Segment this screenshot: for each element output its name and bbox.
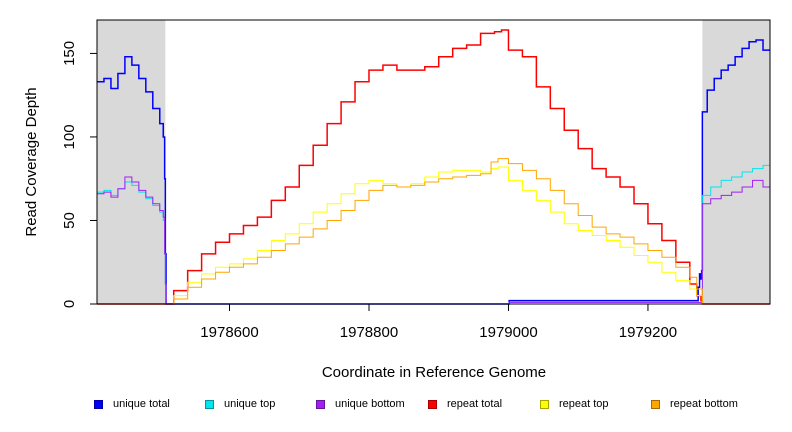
series-line-repeat-top [97,166,770,305]
legend-item-repeat-bottom: repeat bottom [651,398,738,410]
legend-label: unique total [113,398,170,410]
series-line-unique-top [97,164,770,305]
legend-swatch [316,399,325,409]
plot-frame [96,19,771,305]
legend-label: unique top [224,398,276,410]
series-line-repeat-bottom [97,158,770,305]
legend-label: repeat total [447,398,503,410]
x-axis: 1978600 1978800 1979000 1979200 [200,303,677,341]
shaded-region-0 [97,20,166,304]
legend-item-repeat-top: repeat top [540,398,609,410]
y-axis: 0 50 100 150 [61,41,98,308]
series-line-unique-bottom [97,176,771,305]
x-tick-label: 1978600 [200,324,258,341]
legend-swatch [205,399,214,409]
legend-label: repeat top [559,398,609,410]
legend-swatch [94,399,103,409]
series-line-repeat-total [97,29,770,305]
y-tick-label: 150 [61,41,78,66]
x-tick-label: 1979000 [479,324,537,341]
y-tick-label: 100 [61,124,78,149]
legend-item-unique-top: unique top [205,398,275,410]
legend-item-unique-bottom: unique bottom [316,398,405,410]
legend: unique total unique top unique bottom repea… [0,398,792,420]
shaded-regions [97,20,770,304]
legend-swatch [651,399,660,409]
legend-swatch [428,399,437,409]
y-tick-label: 0 [61,300,78,308]
legend-label: repeat bottom [670,398,738,410]
y-axis-label: Read Coverage Depth [23,87,40,236]
legend-item-repeat-total: repeat total [428,398,502,410]
legend-label: unique bottom [335,398,405,410]
y-tick-label: 50 [61,212,78,229]
coverage-chart: 1978600 1978800 1979000 1979200 0 50 100 150 C… [23,19,771,381]
x-tick-label: 1978800 [340,324,398,341]
series-lines [97,29,771,305]
legend-swatch [540,399,549,409]
x-tick-label: 1979200 [619,324,677,341]
shaded-region-1 [702,20,770,304]
legend-item-unique-total: unique total [94,398,170,410]
x-axis-label: Coordinate in Reference Genome [322,364,546,381]
series-line-unique-total [97,39,770,305]
